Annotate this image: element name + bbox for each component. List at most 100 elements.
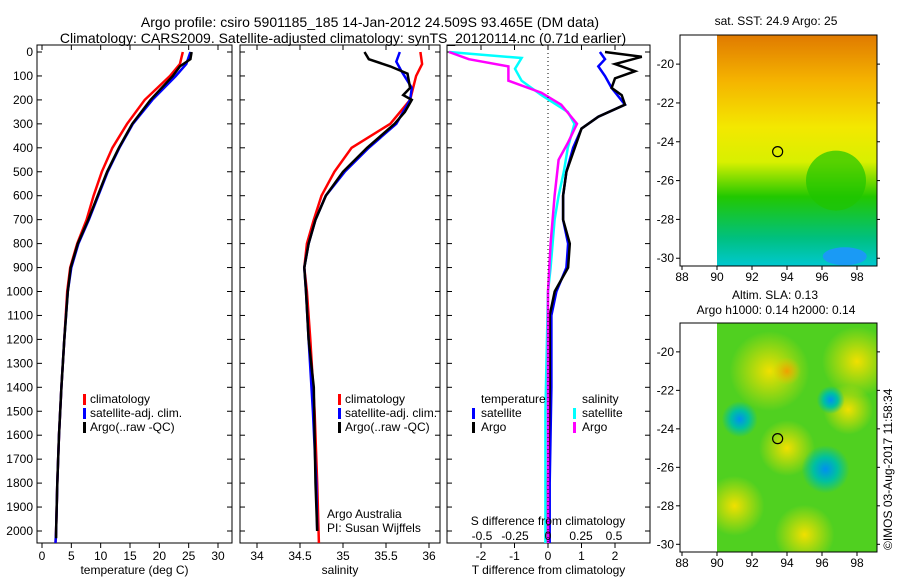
series-line-argo-raw-qc- bbox=[303, 51, 414, 532]
sst-green-patch bbox=[806, 150, 866, 211]
x-tick-label: 94 bbox=[780, 270, 794, 284]
x-axis-label: T difference from climatology bbox=[472, 563, 626, 577]
x-tick-label: 36 bbox=[422, 549, 436, 563]
y-tick-label: -28 bbox=[657, 212, 675, 226]
plot-frame bbox=[239, 44, 441, 544]
legend-swatch bbox=[472, 422, 475, 433]
x-tick-label: 5 bbox=[68, 549, 75, 563]
y-tick-label: -30 bbox=[657, 537, 675, 551]
y-tick-label: 1000 bbox=[6, 285, 33, 299]
x-tick-label: 2 bbox=[612, 549, 619, 563]
salinity-panel: 34 34.5 35 35.5 36 salinity climatologysatelli… bbox=[239, 44, 441, 577]
legend-swatch bbox=[83, 394, 86, 405]
credit-text: Argo Australia bbox=[327, 507, 402, 521]
y-tick-label: -22 bbox=[657, 383, 675, 397]
y-tick-label: 1500 bbox=[6, 404, 33, 418]
legend-swatch bbox=[338, 394, 341, 405]
x-tick-label: 98 bbox=[850, 556, 864, 570]
x-tick-label: 96 bbox=[815, 556, 829, 570]
x-tick-label: 90 bbox=[710, 556, 724, 570]
legend-swatch bbox=[83, 408, 86, 419]
map-field bbox=[717, 35, 877, 266]
map-frame bbox=[679, 34, 878, 267]
y-tick-label: 500 bbox=[13, 165, 33, 179]
title-line-1: Argo profile: csiro 5901185_185 14-Jan-2… bbox=[141, 14, 599, 30]
y-tick-label: 600 bbox=[13, 189, 33, 203]
y-tick-label: 0 bbox=[26, 45, 33, 59]
map-frame bbox=[679, 322, 878, 553]
y-tick-label: -24 bbox=[657, 135, 675, 149]
y-tick-label: -20 bbox=[657, 57, 675, 71]
x-tick-label: 0 bbox=[39, 549, 46, 563]
y-tick-label: -26 bbox=[657, 460, 675, 474]
x-tick-label: 1 bbox=[578, 549, 585, 563]
x2-tick-label: -0.5 bbox=[472, 529, 493, 543]
x2-tick-label: 0.25 bbox=[569, 529, 593, 543]
x-tick-label: 88 bbox=[675, 270, 689, 284]
y-tick-label: 1800 bbox=[6, 476, 33, 490]
y-tick-label: 900 bbox=[13, 261, 33, 275]
difference-panel: -2 -1 0 1 2T difference from climatology temp… bbox=[446, 44, 651, 577]
x2-tick-label: 0.5 bbox=[606, 529, 623, 543]
series-line-climatology bbox=[303, 51, 424, 544]
y-tick-label: 800 bbox=[13, 237, 33, 251]
sla-anomaly bbox=[773, 357, 801, 386]
y-tick-label: -30 bbox=[657, 251, 675, 265]
series-line-climatology bbox=[54, 51, 185, 544]
x2-axis-label: S difference from climatology bbox=[471, 514, 626, 528]
x-axis-label: temperature (deg C) bbox=[80, 563, 188, 577]
x-tick-label: 0 bbox=[545, 549, 552, 563]
map-title: sat. SST: 24.9 Argo: 25 bbox=[715, 14, 838, 28]
pi-text: PI: Susan Wijffels bbox=[327, 521, 421, 535]
y-tick-label: 1200 bbox=[6, 332, 33, 346]
x2-tick-label: 0 bbox=[545, 529, 552, 543]
x-tick-label: 34 bbox=[250, 549, 264, 563]
y-tick-label: 700 bbox=[13, 213, 33, 227]
legend-swatch bbox=[338, 422, 341, 433]
y-tick-label: 300 bbox=[13, 117, 33, 131]
y-tick-label: -24 bbox=[657, 422, 675, 436]
map-field bbox=[717, 323, 877, 552]
x-tick-label: 92 bbox=[745, 556, 759, 570]
sla-anomaly bbox=[759, 420, 815, 477]
sst-map: sat. SST: 24.9 Argo: 25 88 90 92 94 96 98 -20 -2… bbox=[657, 14, 880, 284]
series-line-s-argo bbox=[448, 50, 579, 543]
legend-label: Argo bbox=[481, 420, 507, 434]
y-tick-label: 1300 bbox=[6, 356, 33, 370]
x-tick-label: 90 bbox=[710, 270, 724, 284]
y-tick-label: -28 bbox=[657, 499, 675, 513]
sla-low-anomaly bbox=[721, 401, 758, 438]
sla-anomaly bbox=[774, 504, 835, 552]
y-tick-label: 1700 bbox=[6, 452, 33, 466]
x-tick-label: 96 bbox=[815, 270, 829, 284]
x-tick-label: 10 bbox=[94, 549, 108, 563]
plot-frame bbox=[36, 44, 233, 544]
legend-swatch bbox=[338, 408, 341, 419]
legend-swatch bbox=[573, 422, 576, 433]
series-line-satellite-adj-clim- bbox=[54, 51, 192, 544]
y-tick-label: 100 bbox=[13, 69, 33, 83]
title-line-2: Climatology: CARS2009. Satellite-adjuste… bbox=[60, 30, 626, 46]
x-tick-label: -1 bbox=[509, 549, 520, 563]
y-tick-label: 2000 bbox=[6, 524, 33, 538]
legend-title-salinity: salinity bbox=[582, 392, 619, 406]
x-axis-label: salinity bbox=[322, 563, 359, 577]
series-line-argo-raw-qc- bbox=[54, 51, 193, 539]
x2-tick-label: -0.25 bbox=[501, 529, 529, 543]
y-tick-label: 1100 bbox=[7, 308, 33, 322]
temperature-panel: 0100200300400500600700800900100011001200… bbox=[6, 44, 233, 577]
map-subtitle: Argo h1000: 0.14 h2000: 0.14 bbox=[697, 303, 856, 317]
argo-location-marker bbox=[772, 146, 784, 158]
sla-low-anomaly bbox=[801, 445, 850, 494]
x-tick-label: 25 bbox=[182, 549, 196, 563]
legend-label: satellite bbox=[582, 406, 623, 420]
y-tick-label: 400 bbox=[13, 141, 33, 155]
y-tick-label: -26 bbox=[657, 174, 675, 188]
y-tick-label: -22 bbox=[657, 96, 675, 110]
x-tick-label: 34.5 bbox=[288, 549, 312, 563]
sla-anomaly bbox=[822, 326, 877, 397]
x-tick-label: 35 bbox=[336, 549, 350, 563]
y-tick-label: 1400 bbox=[6, 380, 33, 394]
